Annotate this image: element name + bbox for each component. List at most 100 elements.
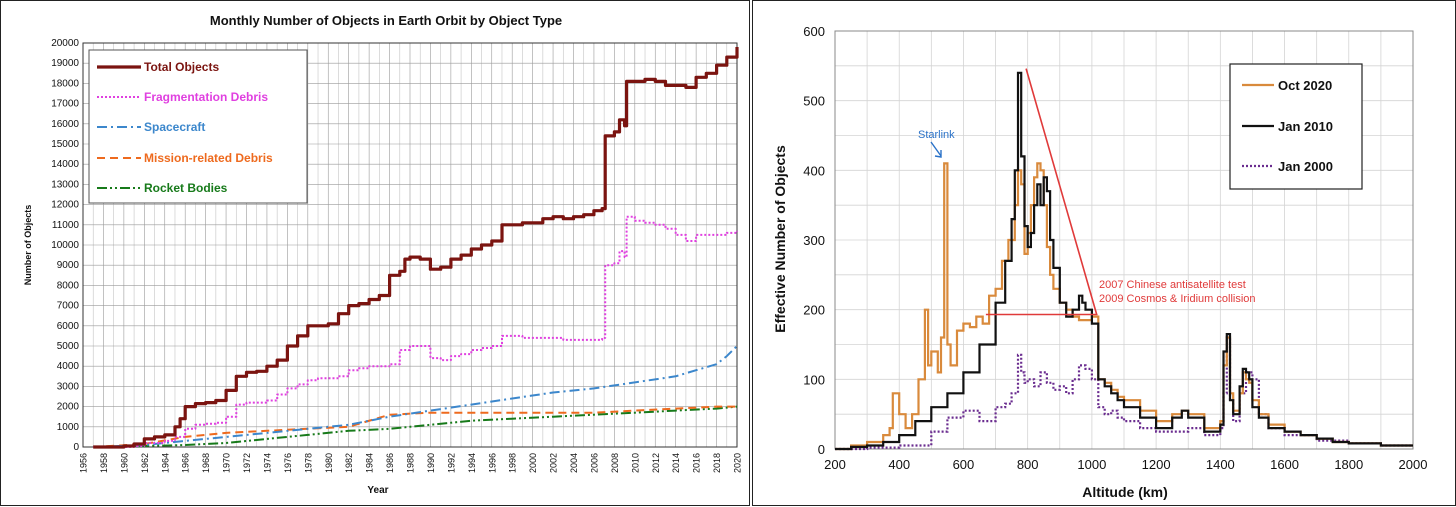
x-tick-label: 1974 bbox=[262, 453, 272, 473]
right-x-axis-label: Altitude (km) bbox=[1082, 484, 1168, 500]
x-tick-label: 1200 bbox=[1142, 457, 1171, 472]
y-tick-label: 100 bbox=[803, 372, 825, 387]
legend-label: Spacecraft bbox=[144, 120, 205, 134]
x-tick-label: 1968 bbox=[201, 453, 211, 473]
y-tick-label: 16000 bbox=[51, 119, 79, 130]
x-tick-label: 1000 bbox=[1077, 457, 1106, 472]
x-tick-label: 2008 bbox=[610, 453, 620, 473]
starlink-label: Starlink bbox=[918, 129, 955, 141]
x-tick-label: 2002 bbox=[549, 453, 559, 473]
legend-label: Fragmentation Debris bbox=[144, 90, 268, 104]
x-tick-label: 2004 bbox=[569, 453, 579, 473]
x-tick-label: 800 bbox=[1017, 457, 1039, 472]
right-y-axis-label: Effective Number of Objects bbox=[772, 145, 788, 333]
legend-label: Rocket Bodies bbox=[144, 181, 228, 195]
y-tick-label: 5000 bbox=[57, 341, 80, 352]
series-line-spacecraft bbox=[93, 345, 738, 448]
left-chart-panel: Monthly Number of Objects in Earth Orbit… bbox=[0, 0, 750, 506]
x-tick-label: 1964 bbox=[160, 453, 170, 473]
x-tick-label: 2010 bbox=[630, 453, 640, 473]
left-legend: Total Objects Fragmentation Debris Spacecr… bbox=[88, 49, 308, 204]
right-chart-panel: Effective Number of Objects Altitude (km… bbox=[752, 0, 1456, 506]
x-tick-label: 1980 bbox=[324, 453, 334, 473]
legend-label: Jan 2000 bbox=[1278, 159, 1333, 174]
x-tick-label: 1978 bbox=[303, 453, 313, 473]
y-tick-label: 300 bbox=[803, 233, 825, 248]
series-line-total-objects bbox=[93, 47, 739, 449]
legend-label: Jan 2010 bbox=[1278, 119, 1333, 134]
x-tick-label: 1998 bbox=[508, 453, 518, 473]
plot-frame bbox=[82, 42, 738, 448]
right-legend: Oct 2020 Jan 2010 Jan 2000 bbox=[1229, 63, 1363, 190]
x-tick-label: 600 bbox=[953, 457, 975, 472]
asat-annotation-shape bbox=[985, 68, 1098, 316]
legend-label: Total Objects bbox=[144, 60, 219, 74]
y-tick-label: 0 bbox=[818, 442, 825, 457]
right-chart-svg: Effective Number of Objects Altitude (km… bbox=[772, 24, 1428, 500]
plot-frame bbox=[834, 30, 1414, 450]
left-chart-title: Monthly Number of Objects in Earth Orbit… bbox=[210, 13, 562, 28]
y-tick-label: 1000 bbox=[57, 422, 80, 433]
left-y-axis-label: Number of Objects bbox=[23, 205, 33, 286]
y-tick-label: 8000 bbox=[57, 280, 80, 291]
x-tick-label: 1990 bbox=[426, 453, 436, 473]
x-tick-label: 1966 bbox=[181, 453, 191, 473]
y-tick-label: 11000 bbox=[52, 220, 80, 231]
x-tick-label: 1996 bbox=[487, 453, 497, 473]
asat-label-line2: 2009 Cosmos & Iridium collision bbox=[1099, 293, 1256, 305]
x-tick-label: 1400 bbox=[1206, 457, 1235, 472]
x-tick-label: 1956 bbox=[79, 453, 89, 473]
x-tick-label: 1960 bbox=[119, 453, 129, 473]
x-tick-label: 2014 bbox=[671, 453, 681, 473]
y-tick-label: 2000 bbox=[57, 402, 80, 413]
x-tick-label: 1994 bbox=[467, 453, 477, 473]
x-tick-label: 2016 bbox=[692, 453, 702, 473]
series-line-jan-2010 bbox=[835, 71, 1413, 451]
y-tick-label: 19000 bbox=[51, 58, 79, 69]
legend-label: Oct 2020 bbox=[1278, 78, 1332, 93]
x-tick-label: 1988 bbox=[406, 453, 416, 473]
series-line-fragmentation-debris bbox=[93, 215, 738, 448]
x-tick-label: 1972 bbox=[242, 453, 252, 473]
y-tick-label: 4000 bbox=[57, 361, 80, 372]
y-tick-label: 7000 bbox=[57, 301, 80, 312]
y-tick-label: 20000 bbox=[51, 38, 79, 49]
x-tick-label: 2006 bbox=[589, 453, 599, 473]
y-tick-label: 400 bbox=[803, 163, 825, 178]
x-tick-label: 1984 bbox=[365, 453, 375, 473]
y-tick-label: 200 bbox=[803, 303, 825, 318]
x-tick-label: 1992 bbox=[446, 453, 456, 473]
x-tick-label: 200 bbox=[824, 457, 846, 472]
y-tick-label: 13000 bbox=[51, 179, 79, 190]
x-tick-label: 2000 bbox=[1399, 457, 1428, 472]
y-tick-label: 3000 bbox=[57, 381, 80, 392]
x-tick-label: 1800 bbox=[1334, 457, 1363, 472]
x-tick-label: 2000 bbox=[528, 453, 538, 473]
x-tick-label: 1986 bbox=[385, 453, 395, 473]
left-chart-svg: Monthly Number of Objects in Earth Orbit… bbox=[23, 13, 743, 496]
y-tick-label: 17000 bbox=[51, 99, 79, 110]
y-tick-label: 6000 bbox=[57, 321, 80, 332]
x-tick-label: 2018 bbox=[712, 453, 722, 473]
x-tick-label: 1962 bbox=[140, 453, 150, 473]
x-tick-label: 1970 bbox=[222, 453, 232, 473]
x-tick-label: 2020 bbox=[733, 453, 743, 473]
series-line-rocket-bodies bbox=[93, 405, 738, 448]
y-tick-label: 600 bbox=[803, 24, 825, 39]
starlink-arrowhead bbox=[934, 150, 942, 158]
y-tick-label: 14000 bbox=[51, 159, 79, 170]
asat-label-line1: 2007 Chinese antisatellite test bbox=[1099, 279, 1246, 291]
x-tick-label: 1958 bbox=[99, 453, 109, 473]
x-tick-label: 1982 bbox=[344, 453, 354, 473]
x-tick-label: 400 bbox=[888, 457, 910, 472]
y-tick-label: 18000 bbox=[51, 78, 79, 89]
y-tick-label: 9000 bbox=[57, 260, 80, 271]
series-line-mission-related-debris bbox=[93, 405, 737, 448]
x-tick-label: 2012 bbox=[651, 453, 661, 473]
legend-label: Mission-related Debris bbox=[144, 151, 273, 165]
x-tick-label: 1976 bbox=[283, 453, 293, 473]
y-tick-label: 500 bbox=[803, 94, 825, 109]
y-tick-label: 15000 bbox=[51, 139, 79, 150]
x-tick-label: 1600 bbox=[1270, 457, 1299, 472]
y-tick-label: 0 bbox=[73, 442, 79, 453]
